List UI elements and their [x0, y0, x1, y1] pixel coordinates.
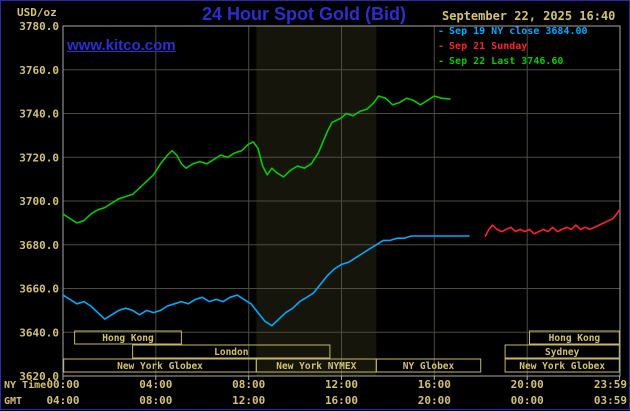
session-box [504, 344, 620, 359]
x-tick-label: 16:00 [418, 378, 451, 391]
ny-time-row-label: NY Time [4, 379, 46, 391]
x-tick-label: 04:00 [46, 394, 79, 407]
kitco-watermark-link[interactable]: www.kitco.com [67, 37, 176, 54]
legend-dash-icon: - [438, 41, 445, 52]
gmt-row-label: GMT [4, 396, 22, 407]
y-tick-label: 3700.0 [19, 195, 59, 208]
session-label: New York Globex [117, 361, 203, 372]
series-line-1 [484, 209, 621, 237]
legend-label-sep19: Sep 19 NY close 3684.00 [449, 26, 588, 37]
y-tick-label: 3620.0 [19, 370, 59, 383]
session-box [375, 358, 482, 373]
session-box [504, 358, 620, 373]
x-tick-label: 08:00 [232, 378, 265, 391]
x-tick-label: 20:00 [418, 394, 451, 407]
legend-item-sep21: - Sep 21 Sunday [438, 39, 588, 54]
legend-label-sep21: Sep 21 Sunday [449, 41, 528, 52]
y-tick-label: 3780.0 [19, 20, 59, 33]
datetime-label: September 22, 2025 16:40 [442, 9, 616, 23]
session-label: London [214, 347, 248, 358]
legend-item-sep19: - Sep 19 NY close 3684.00 [438, 24, 588, 39]
x-tick-label: 12:00 [232, 394, 265, 407]
legend-dash-icon: - [438, 56, 445, 67]
x-tick-label: 20:00 [511, 378, 544, 391]
session-box [132, 344, 331, 359]
session-box [529, 330, 620, 345]
session-label: Hong Kong [549, 333, 601, 344]
legend-label-sep22: Sep 22 Last 3746.60 [449, 56, 564, 67]
session-label: Hong Kong [102, 333, 154, 344]
x-tick-label: 12:00 [325, 378, 358, 391]
series-line-2 [62, 95, 451, 224]
series-line-0 [62, 235, 470, 327]
session-label: New York Globex [519, 361, 605, 372]
page-title: 24 Hour Spot Gold (Bid) [202, 4, 406, 24]
x-tick-label: 08:00 [139, 394, 172, 407]
x-tick-label: 00:00 [46, 378, 79, 391]
y-tick-label: 3740.0 [19, 108, 59, 121]
y-tick-label: 3660.0 [19, 283, 59, 296]
units-label: USD/oz [17, 6, 57, 19]
y-tick-label: 3680.0 [19, 239, 59, 252]
session-box [74, 330, 182, 345]
session-label: New York NYMEX [276, 361, 356, 372]
legend-dash-icon: - [438, 26, 445, 37]
x-tick-label: 00:00 [511, 394, 544, 407]
legend: - Sep 19 NY close 3684.00 - Sep 21 Sunday … [438, 24, 588, 69]
y-tick-label: 3760.0 [19, 64, 59, 77]
x-tick-label: 04:00 [139, 378, 172, 391]
session-label: Sydney [545, 347, 580, 358]
y-tick-label: 3720.0 [19, 151, 59, 164]
session-label: NY Globex [403, 361, 455, 372]
x-tick-label: 16:00 [325, 394, 358, 407]
y-tick-label: 3640.0 [19, 326, 59, 339]
legend-item-sep22: - Sep 22 Last 3746.60 [438, 54, 588, 69]
x-tick-label: 23:59 [594, 378, 627, 391]
x-tick-label: 03:59 [594, 394, 627, 407]
